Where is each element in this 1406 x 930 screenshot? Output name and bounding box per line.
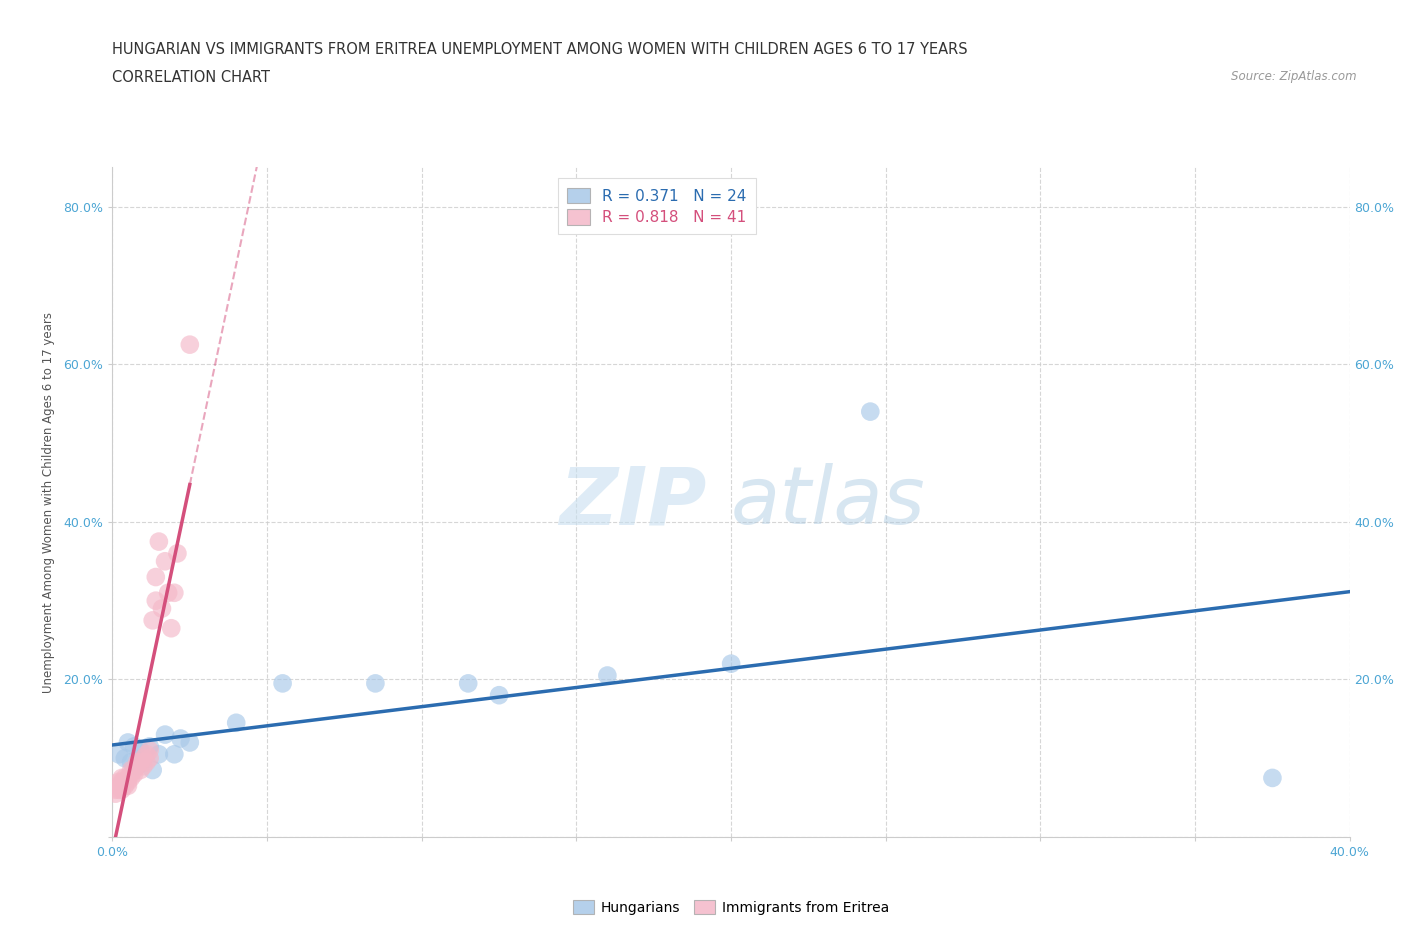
Point	[169, 731, 191, 746]
Point	[135, 755, 157, 770]
Point	[120, 763, 142, 777]
Point	[104, 786, 127, 801]
Point	[166, 546, 188, 561]
Point	[145, 593, 167, 608]
Point	[488, 688, 510, 703]
Point	[129, 743, 152, 758]
Point	[859, 405, 882, 419]
Point	[179, 338, 201, 352]
Point	[111, 775, 134, 790]
Point	[127, 759, 149, 774]
Y-axis label: Unemployment Among Women with Children Ages 6 to 17 years: Unemployment Among Women with Children A…	[42, 312, 55, 693]
Point	[138, 739, 160, 754]
Point	[117, 775, 139, 790]
Text: atlas: atlas	[731, 463, 927, 541]
Point	[142, 613, 165, 628]
Point	[120, 766, 142, 781]
Point	[138, 751, 160, 765]
Point	[127, 759, 149, 774]
Point	[107, 775, 129, 790]
Point	[129, 763, 152, 777]
Point	[138, 743, 160, 758]
Point	[720, 657, 742, 671]
Point	[596, 668, 619, 683]
Point	[122, 763, 145, 777]
Point	[122, 766, 145, 781]
Point	[132, 751, 155, 765]
Point	[120, 770, 142, 785]
Point	[114, 778, 136, 793]
Point	[132, 751, 155, 765]
Point	[117, 770, 139, 785]
Point	[107, 782, 129, 797]
Point	[111, 782, 134, 797]
Point	[107, 778, 129, 793]
Point	[145, 569, 167, 584]
Point	[179, 735, 201, 750]
Point	[132, 759, 155, 774]
Point	[114, 775, 136, 790]
Point	[457, 676, 479, 691]
Point	[104, 782, 127, 797]
Point	[153, 554, 176, 569]
Text: ZIP: ZIP	[560, 463, 706, 541]
Point	[117, 778, 139, 793]
Point	[114, 751, 136, 765]
Point	[120, 755, 142, 770]
Text: CORRELATION CHART: CORRELATION CHART	[112, 70, 270, 85]
Point	[271, 676, 294, 691]
Point	[148, 534, 170, 549]
Text: HUNGARIAN VS IMMIGRANTS FROM ERITREA UNEMPLOYMENT AMONG WOMEN WITH CHILDREN AGES: HUNGARIAN VS IMMIGRANTS FROM ERITREA UNE…	[112, 42, 969, 57]
Point	[127, 755, 149, 770]
Point	[157, 585, 180, 600]
Point	[114, 770, 136, 785]
Point	[364, 676, 387, 691]
Point	[160, 621, 183, 636]
Point	[163, 585, 186, 600]
Point	[225, 715, 247, 730]
Point	[148, 747, 170, 762]
Point	[153, 727, 176, 742]
Point	[122, 739, 145, 754]
Point	[107, 747, 129, 762]
Point	[135, 747, 157, 762]
Point	[163, 747, 186, 762]
Point	[129, 755, 152, 770]
Point	[1261, 770, 1284, 785]
Point	[142, 763, 165, 777]
Legend: Hungarians, Immigrants from Eritrea: Hungarians, Immigrants from Eritrea	[568, 895, 894, 921]
Text: Source: ZipAtlas.com: Source: ZipAtlas.com	[1232, 70, 1357, 83]
Point	[117, 735, 139, 750]
Point	[150, 601, 173, 616]
Point	[111, 770, 134, 785]
Point	[111, 778, 134, 793]
